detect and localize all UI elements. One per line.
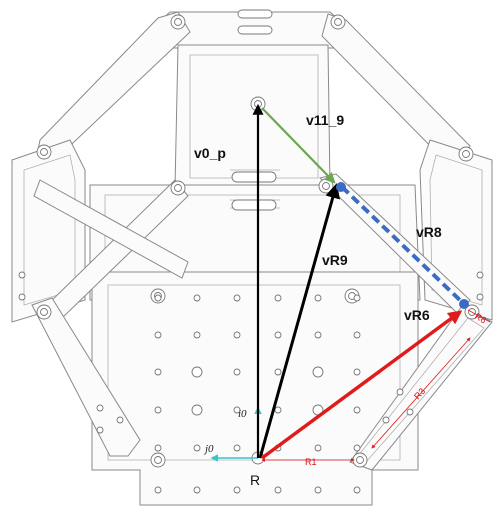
mounting-hole (274, 486, 282, 494)
mounting-hole (353, 486, 361, 494)
mounting-hole (353, 294, 361, 302)
mounting-hole (154, 406, 162, 414)
mounting-hole (353, 444, 361, 452)
mounting-hole (233, 331, 241, 339)
mounting-hole (274, 368, 282, 376)
mounting-hole (191, 404, 203, 416)
mounting-hole (396, 388, 404, 396)
r3-dimension (371, 337, 471, 449)
mounting-hole (274, 406, 282, 414)
mounting-hole (18, 271, 26, 279)
r6-label: R6 (473, 311, 488, 325)
mounting-hole (314, 331, 322, 339)
mounting-hole (233, 444, 241, 452)
dimension-annotations: R1 R3 R6 (261, 309, 491, 467)
mounting-hole (154, 368, 162, 376)
mounting-hole (233, 294, 241, 302)
j0-label: j0 (203, 443, 214, 455)
mounting-hole (116, 416, 124, 424)
mounting-hole (96, 404, 104, 412)
mounting-hole (353, 368, 361, 376)
mounting-hole (314, 294, 322, 302)
mounting-hole (154, 486, 162, 494)
vr6-arrow (260, 310, 463, 460)
vector-labels: v0_p v11_9 vR9 vR8 vR6 R (194, 112, 442, 488)
vr8-start-point (336, 182, 346, 192)
vr9-arrow (258, 183, 340, 459)
mounting-hole (274, 294, 282, 302)
mounting-hole (193, 444, 201, 452)
mounting-hole (193, 294, 201, 302)
mounting-hole (233, 486, 241, 494)
mounting-hole (353, 331, 361, 339)
mounting-hole (274, 331, 282, 339)
mounting-hole (18, 293, 26, 301)
robot-chassis-drawing (11, 9, 493, 506)
mounting-hole (476, 293, 484, 301)
i0-label: i0 (238, 408, 247, 420)
r6-dimension (467, 309, 491, 323)
mounting-hole (233, 368, 241, 376)
vr8-end-point (459, 299, 469, 309)
mounting-hole (191, 366, 203, 378)
vr9-label: vR9 (322, 252, 348, 268)
mounting-hole (96, 426, 104, 434)
vectors (252, 103, 469, 460)
mounting-hole (406, 408, 414, 416)
vr8-dashed-line (340, 185, 466, 306)
vr8-label: vR8 (416, 224, 442, 240)
mounting-hole (314, 444, 322, 452)
v0-p-label: v0_p (194, 145, 226, 161)
v11-9-arrow (261, 107, 336, 184)
r1-label: R1 (305, 457, 317, 467)
mounting-hole (476, 271, 484, 279)
mounting-hole (382, 416, 390, 424)
mounting-hole (314, 486, 322, 494)
mounting-hole (353, 406, 361, 414)
origin-label: R (250, 472, 260, 488)
mounting-hole (154, 294, 162, 302)
mounting-hole (154, 331, 162, 339)
vr6-label: vR6 (404, 307, 430, 323)
mounting-hole (193, 331, 201, 339)
mounting-hole (154, 444, 162, 452)
mounting-hole (233, 406, 241, 414)
mounting-hole (312, 366, 324, 378)
v11-9-label: v11_9 (306, 112, 344, 128)
mounting-hole (193, 486, 201, 494)
